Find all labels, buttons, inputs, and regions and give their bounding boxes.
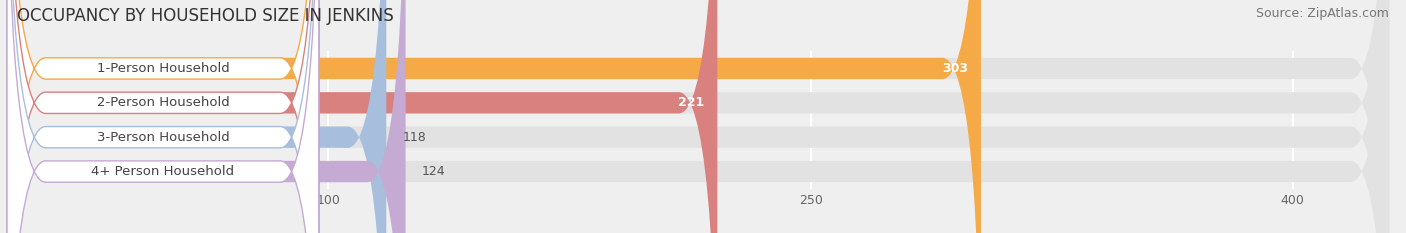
FancyBboxPatch shape (7, 0, 319, 233)
Text: OCCUPANCY BY HOUSEHOLD SIZE IN JENKINS: OCCUPANCY BY HOUSEHOLD SIZE IN JENKINS (17, 7, 394, 25)
FancyBboxPatch shape (7, 0, 405, 233)
Text: 2-Person Household: 2-Person Household (97, 96, 229, 109)
Text: 4+ Person Household: 4+ Person Household (91, 165, 235, 178)
FancyBboxPatch shape (7, 0, 1389, 233)
Text: 303: 303 (942, 62, 969, 75)
Text: 221: 221 (678, 96, 704, 109)
Text: 118: 118 (402, 131, 426, 144)
FancyBboxPatch shape (7, 0, 1389, 233)
FancyBboxPatch shape (7, 0, 717, 233)
FancyBboxPatch shape (7, 0, 1389, 233)
FancyBboxPatch shape (7, 0, 319, 233)
FancyBboxPatch shape (7, 0, 319, 233)
Text: 3-Person Household: 3-Person Household (97, 131, 229, 144)
FancyBboxPatch shape (7, 0, 319, 233)
Text: Source: ZipAtlas.com: Source: ZipAtlas.com (1256, 7, 1389, 20)
FancyBboxPatch shape (7, 0, 1389, 233)
Text: 1-Person Household: 1-Person Household (97, 62, 229, 75)
Text: 124: 124 (422, 165, 446, 178)
FancyBboxPatch shape (7, 0, 387, 233)
FancyBboxPatch shape (7, 0, 981, 233)
